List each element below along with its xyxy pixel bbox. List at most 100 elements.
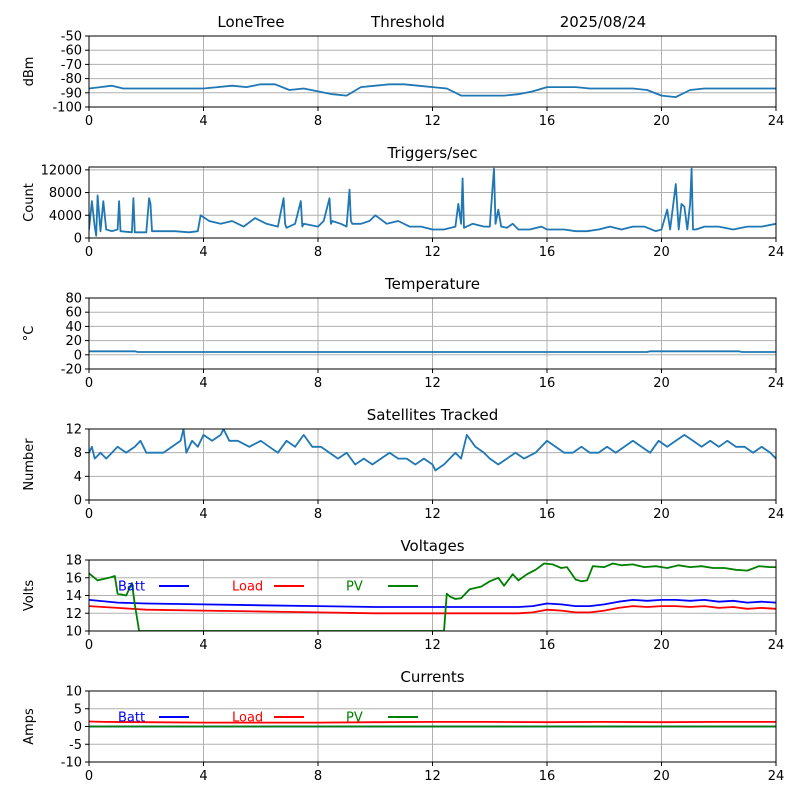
y-tick-label: 8000	[49, 186, 82, 201]
y-tick-label: -10	[61, 756, 82, 771]
x-tick-label: 16	[539, 507, 556, 522]
x-tick-label: 20	[653, 507, 670, 522]
series-line-0	[89, 83, 776, 98]
x-tick-label: 0	[85, 769, 93, 784]
x-tick-label: 20	[653, 114, 670, 129]
x-tick-label: 24	[768, 376, 785, 391]
x-tick-label: 16	[539, 769, 556, 784]
x-tick-label: 4	[199, 245, 207, 260]
y-tick-label: 5	[74, 702, 82, 717]
header-mode: Threshold	[370, 13, 445, 31]
chart-title: Triggers/sec	[387, 144, 478, 162]
x-tick-label: 8	[314, 638, 322, 653]
x-tick-label: 8	[314, 245, 322, 260]
x-tick-label: 16	[539, 245, 556, 260]
chart-title: Voltages	[400, 537, 464, 555]
x-tick-label: 16	[539, 114, 556, 129]
series-line-pv	[89, 562, 776, 631]
legend-label-batt: Batt	[118, 711, 145, 726]
y-axis-label: °C	[22, 326, 37, 342]
y-tick-label: 80	[65, 292, 82, 307]
x-tick-label: 8	[314, 507, 322, 522]
x-tick-label: 12	[424, 769, 441, 784]
chart-title: Satellites Tracked	[367, 406, 498, 424]
x-tick-label: 16	[539, 376, 556, 391]
y-axis-label: Count	[22, 183, 37, 222]
y-tick-label: 8	[74, 446, 82, 461]
panel-0: 0 4 8 12 16 20 24 -100-90-80-70-60-50 dBm	[22, 30, 784, 130]
x-tick-label: 20	[653, 376, 670, 391]
header-date: 2025/08/24	[560, 13, 646, 31]
header-station: LoneTree	[217, 13, 284, 31]
y-tick-label: 20	[65, 334, 82, 349]
x-tick-label: 24	[768, 114, 785, 129]
legend-label-pv: PV	[346, 711, 363, 726]
y-axis-label: Amps	[22, 708, 37, 745]
y-tick-label: 4000	[49, 209, 82, 224]
y-tick-label: -70	[61, 58, 82, 73]
x-tick-label: 4	[199, 769, 207, 784]
y-tick-label: 18	[65, 554, 82, 569]
y-axis-label: Volts	[22, 580, 37, 612]
x-tick-label: 24	[768, 507, 785, 522]
y-tick-label: -100	[52, 101, 82, 116]
x-tick-label: 12	[424, 114, 441, 129]
y-tick-label: -50	[61, 30, 82, 45]
series-line-load	[89, 605, 776, 615]
y-tick-label: 12000	[41, 163, 82, 178]
x-tick-label: 12	[424, 376, 441, 391]
y-tick-label: 10	[65, 625, 82, 640]
x-tick-label: 12	[424, 507, 441, 522]
legend-label-pv: PV	[346, 580, 363, 595]
x-tick-label: 4	[199, 376, 207, 391]
y-tick-label: -80	[61, 72, 82, 87]
x-tick-label: 4	[199, 507, 207, 522]
y-tick-label: -20	[61, 363, 82, 378]
panel-5: 0 4 8 12 16 20 24 -10 -5 0 5 10 Currents Amps Batt Load…	[22, 668, 784, 784]
x-tick-label: 8	[314, 114, 322, 129]
x-tick-label: 0	[85, 114, 93, 129]
x-tick-label: 16	[539, 638, 556, 653]
y-tick-label: 0	[74, 720, 82, 735]
panel-1: 0 4 8 12 16 20 24 0 4000 8000 12000 Triggers/sec Cou…	[22, 144, 784, 260]
x-tick-label: 0	[85, 245, 93, 260]
series-line-0	[89, 167, 776, 237]
y-tick-label: -5	[69, 738, 82, 753]
x-tick-label: 0	[85, 638, 93, 653]
x-tick-label: 20	[653, 245, 670, 260]
panel-3: 0 4 8 12 16 20 24 0 4 8 12 Satellites Tracked Number	[22, 406, 784, 522]
x-tick-label: 24	[768, 245, 785, 260]
y-tick-label: 10	[65, 685, 82, 700]
y-tick-label: -60	[61, 44, 82, 59]
x-tick-label: 20	[653, 638, 670, 653]
x-tick-label: 8	[314, 769, 322, 784]
y-tick-label: 16	[65, 571, 82, 586]
y-tick-label: 40	[65, 320, 82, 335]
y-axis-label: Number	[22, 438, 37, 491]
panel-4: 0 4 8 12 16 20 24 10 12 14 16 18 Voltages Volts Batt Lo…	[22, 537, 784, 653]
y-axis-label: dBm	[22, 57, 37, 87]
x-tick-label: 4	[199, 114, 207, 129]
y-tick-label: 4	[74, 470, 82, 485]
x-tick-label: 4	[199, 638, 207, 653]
series-line-0	[89, 429, 776, 472]
x-tick-label: 0	[85, 376, 93, 391]
legend-label-load: Load	[232, 711, 263, 726]
series-line-batt	[89, 599, 776, 608]
legend-label-load: Load	[232, 580, 263, 595]
legend-label-batt: Batt	[118, 580, 145, 595]
y-tick-label: -90	[61, 86, 82, 101]
series-line-0	[89, 350, 776, 353]
y-tick-label: 12	[65, 607, 82, 622]
y-tick-label: 0	[74, 348, 82, 363]
x-tick-label: 0	[85, 507, 93, 522]
chart-title: Currents	[400, 668, 464, 686]
x-tick-label: 12	[424, 245, 441, 260]
series-line-load	[89, 720, 776, 724]
y-tick-label: 60	[65, 306, 82, 321]
chart-title: Temperature	[384, 275, 480, 293]
y-tick-label: 0	[74, 232, 82, 247]
y-tick-label: 14	[65, 589, 82, 604]
